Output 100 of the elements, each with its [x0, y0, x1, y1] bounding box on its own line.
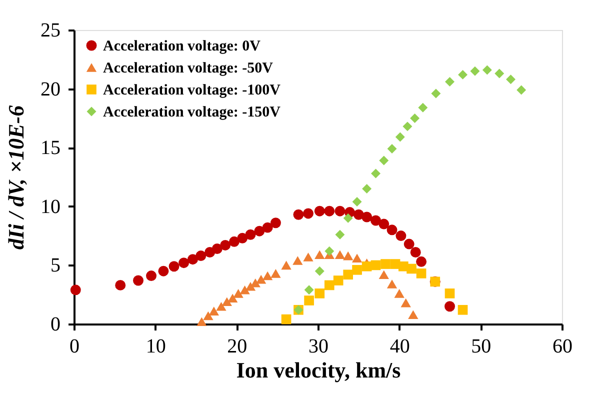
point: [402, 122, 412, 132]
point: [203, 311, 214, 320]
point: [245, 229, 256, 240]
x-tick-label: 50: [471, 336, 492, 358]
point: [314, 206, 325, 216]
point: [416, 268, 426, 278]
point: [396, 230, 406, 242]
point: [431, 88, 441, 98]
y-axis-title: dIi / dV, ×10E-6: [4, 105, 28, 250]
point: [458, 304, 468, 315]
point: [158, 266, 169, 276]
point: [212, 244, 222, 254]
point: [386, 280, 398, 288]
point: [343, 213, 353, 223]
point: [196, 250, 206, 262]
point: [362, 184, 372, 194]
point: [333, 276, 344, 286]
point: [335, 230, 345, 240]
x-tick-label: 20: [227, 336, 248, 358]
point: [494, 68, 504, 78]
point: [270, 218, 281, 228]
point: [237, 232, 248, 244]
point: [482, 65, 492, 75]
y-tick-label: 5: [50, 254, 60, 277]
point: [400, 298, 411, 308]
point: [334, 206, 346, 216]
y-tick-label: 25: [40, 20, 60, 42]
point: [379, 156, 389, 166]
x-tick-label: 10: [146, 336, 166, 358]
x-tick-label: 60: [552, 336, 572, 358]
y-tick-label: 0: [50, 314, 60, 336]
point: [304, 285, 314, 295]
point: [444, 288, 455, 298]
point: [352, 264, 362, 275]
x-tick-label: 30: [308, 336, 328, 358]
point: [418, 102, 428, 112]
point: [208, 306, 219, 316]
point: [387, 144, 397, 154]
point: [254, 226, 265, 236]
point: [304, 296, 314, 306]
point: [115, 280, 126, 290]
point: [395, 132, 405, 142]
point: [220, 240, 231, 250]
point: [324, 280, 334, 290]
point: [314, 250, 325, 260]
point: [408, 310, 418, 319]
point: [362, 212, 372, 222]
point: [314, 288, 325, 298]
point: [410, 247, 421, 258]
point: [262, 222, 273, 233]
point: [324, 246, 334, 256]
point: [293, 209, 304, 220]
point: [410, 113, 420, 123]
x-tick-label: 0: [70, 336, 80, 358]
point: [416, 256, 427, 267]
point: [262, 271, 273, 280]
point: [343, 251, 354, 260]
point: [188, 254, 198, 265]
legend-label: Acceleration voltage: -100V: [103, 82, 281, 98]
x-axis-title: Ion velocity, km/s: [236, 358, 402, 382]
point: [371, 168, 380, 178]
point: [196, 317, 207, 326]
point: [406, 264, 416, 274]
point: [146, 270, 157, 282]
point: [302, 208, 314, 219]
point: [216, 302, 226, 311]
point: [394, 289, 404, 298]
point: [470, 66, 480, 76]
point: [222, 297, 232, 306]
y-tick-label: 15: [40, 137, 60, 160]
point: [352, 196, 362, 206]
point: [314, 266, 324, 276]
point: [386, 224, 398, 236]
point: [281, 314, 292, 324]
point: [178, 258, 190, 268]
point: [245, 282, 256, 291]
point: [378, 270, 389, 280]
point: [378, 218, 390, 230]
legend-label: Acceleration voltage: 0V: [103, 38, 261, 54]
point: [228, 236, 240, 247]
point: [458, 70, 468, 80]
point: [404, 238, 414, 250]
point: [445, 77, 455, 86]
point: [444, 301, 456, 312]
point: [240, 285, 250, 294]
point: [133, 275, 144, 286]
point: [380, 259, 390, 269]
y-tick-label: 20: [40, 78, 60, 100]
legend-label: Acceleration voltage: -150V: [103, 104, 281, 120]
point: [352, 254, 362, 263]
point: [334, 250, 346, 260]
point: [343, 270, 354, 280]
point: [281, 260, 292, 270]
point: [324, 206, 335, 216]
point: [228, 294, 238, 303]
point: [70, 284, 81, 296]
x-tick-label: 40: [390, 336, 410, 358]
point: [233, 289, 244, 298]
point: [362, 261, 372, 272]
legend-label: Acceleration voltage: -50V: [103, 60, 274, 76]
